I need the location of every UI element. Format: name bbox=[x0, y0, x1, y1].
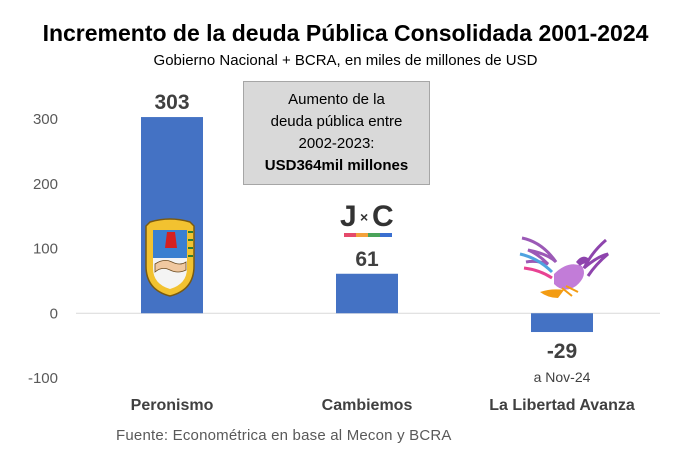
annotation-line: Aumento de la bbox=[288, 91, 385, 108]
data-label: -29 bbox=[547, 340, 577, 363]
bar-cambiemos bbox=[336, 273, 398, 314]
category-label: Peronismo bbox=[131, 397, 214, 414]
annotation-line: 2002-2023: bbox=[298, 135, 375, 152]
bars: 303 Peronismo 61 Cambiemos -29 La Libertad Av… bbox=[131, 91, 635, 414]
source-note: Fuente: Econométrica en base al Mecon y … bbox=[116, 427, 452, 444]
svg-text:J: J bbox=[340, 200, 357, 233]
svg-text:×: × bbox=[360, 209, 368, 225]
annotation-box: Aumento de la deuda pública entre 2002-2… bbox=[243, 81, 430, 185]
annotation-line: deuda pública entre bbox=[270, 113, 403, 130]
data-label: 61 bbox=[355, 248, 379, 271]
chart-subtitle: Gobierno Nacional + BCRA, en miles de mi… bbox=[153, 52, 538, 69]
jxc-logo: J × C bbox=[340, 200, 394, 237]
y-tick-label: 200 bbox=[33, 176, 58, 193]
y-tick-label: 100 bbox=[33, 241, 58, 258]
bar-note-la-libertad-avanza: a Nov-24 bbox=[534, 369, 591, 385]
chart-title: Incremento de la deuda Pública Consolida… bbox=[42, 20, 649, 46]
peronist-shield-logo bbox=[145, 218, 195, 297]
category-label: La Libertad Avanza bbox=[489, 397, 635, 414]
category-label: Cambiemos bbox=[322, 397, 413, 414]
annotation-emphasis: USD364mil millones bbox=[264, 157, 409, 174]
y-tick-label: -100 bbox=[28, 370, 58, 387]
bar-la-libertad-avanza bbox=[531, 313, 593, 333]
svg-text:C: C bbox=[372, 200, 394, 233]
libertad-avanza-eagle-logo bbox=[519, 236, 609, 298]
data-label: 303 bbox=[154, 91, 189, 114]
y-tick-label: 0 bbox=[50, 305, 58, 322]
y-axis-ticks: 300 200 100 0 -100 bbox=[28, 111, 58, 387]
y-tick-label: 300 bbox=[33, 111, 58, 128]
